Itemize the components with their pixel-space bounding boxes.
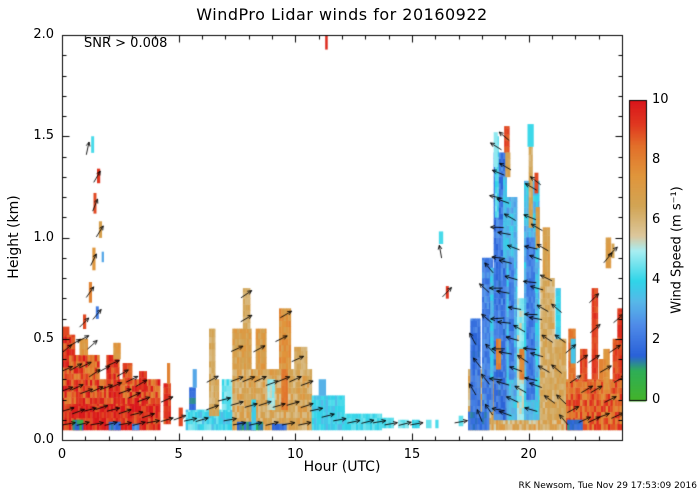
- colorbar-label: Wind Speed (m s⁻¹): [669, 186, 685, 314]
- colorbar-tick-label: 10: [652, 92, 669, 107]
- colorbar-tick-label: 4: [652, 272, 661, 287]
- snr-annotation: SNR > 0.008: [84, 36, 168, 51]
- y-tick-label: 2.0: [33, 27, 54, 42]
- x-tick-label: 10: [287, 447, 304, 462]
- credit-text: RK Newsom, Tue Nov 29 17:53:09 2016: [518, 481, 698, 491]
- colorbar-tick-label: 8: [652, 152, 661, 167]
- x-tick-label: 5: [174, 447, 183, 462]
- y-tick-label: 0.5: [33, 330, 54, 346]
- y-tick-label: 1.5: [33, 128, 54, 144]
- colorbar-tick-label: 0: [652, 392, 661, 407]
- x-axis-label: Hour (UTC): [303, 459, 381, 475]
- x-tick-label: 0: [57, 447, 67, 462]
- x-tick-label: 15: [403, 447, 421, 462]
- colorbar-tick-label: 2: [652, 332, 661, 347]
- y-tick-label: 0.0: [33, 432, 54, 447]
- y-tick-label: 1.0: [33, 229, 54, 245]
- chart-title: WindPro Lidar winds for 20160922: [196, 5, 488, 24]
- x-tick-label: 20: [520, 447, 537, 462]
- colorbar-tick-label: 6: [652, 212, 661, 227]
